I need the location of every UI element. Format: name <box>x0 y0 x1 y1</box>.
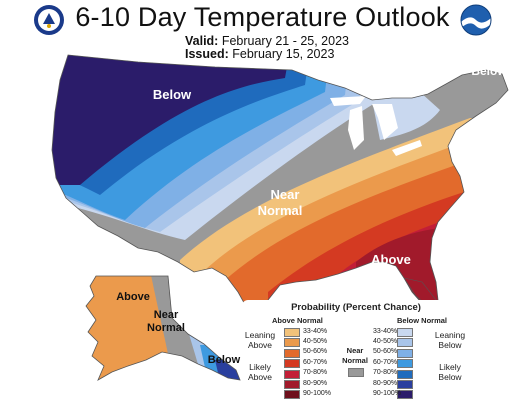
legend-swatch-below-1 <box>397 338 413 348</box>
page-title: 6-10 Day Temperature Outlook <box>75 2 450 32</box>
legend-range-below-5: 80-90% <box>373 379 398 387</box>
legend-title: Probability (Percent Chance) <box>291 302 421 313</box>
near-header-line2: Normal <box>342 356 368 365</box>
legend-swatch-above-2 <box>284 348 300 358</box>
issued-value: February 15, 2023 <box>232 47 335 61</box>
valid-value: February 21 - 25, 2023 <box>221 34 349 48</box>
legend-swatch-above-4 <box>284 369 300 379</box>
doc-seal-icon <box>34 5 64 35</box>
alaska-outline <box>85 275 241 381</box>
label-near-2: Normal <box>258 203 303 218</box>
leaning-above-line1: Leaning <box>244 330 276 340</box>
legend-swatch-below-3 <box>397 359 413 369</box>
issued-date: Issued: February 15, 2023 <box>185 47 334 61</box>
legend-swatch-below-5 <box>397 380 413 389</box>
legend-range-below-6: 90-100% <box>373 389 402 397</box>
ak-below-dark-region <box>215 360 240 380</box>
legend-range-above-4: 70-80% <box>303 369 328 377</box>
legend-range-above-2: 50-60% <box>303 348 328 356</box>
likely-above-line2: Above <box>247 372 273 382</box>
valid-label: Valid: <box>185 34 219 48</box>
likely-below-line2: Below <box>438 372 462 382</box>
label-below-west: Below <box>153 87 192 102</box>
legend-swatch-above-5 <box>284 380 300 389</box>
legend-swatch-above-3 <box>284 359 300 369</box>
issued-label: Issued: <box>185 47 229 61</box>
near-header-line1: Near <box>346 346 364 355</box>
legend-swatch-above-1 <box>284 338 300 348</box>
leaning-above-line2: Above <box>247 340 273 350</box>
label-above-se: Above <box>371 252 411 267</box>
legend-range-below-2: 50-60% <box>373 348 398 356</box>
legend-near-header: Near Normal <box>337 346 373 366</box>
below-90-100-region <box>52 55 290 185</box>
label-ak-near-2: Normal <box>147 322 185 334</box>
legend-swatch-below-6 <box>397 390 413 400</box>
legend-range-below-0: 33-40% <box>373 327 398 335</box>
legend-range-below-1: 40-50% <box>373 337 398 345</box>
legend-range-above-1: 40-50% <box>303 337 328 345</box>
legend-swatch-below-2 <box>397 348 413 358</box>
lake-michigan <box>348 106 364 150</box>
lake-huron <box>372 104 398 140</box>
legend-swatch-below-0 <box>397 328 413 337</box>
label-ak-below: Below <box>208 354 241 366</box>
legend-range-below-4: 70-80% <box>373 369 398 377</box>
legend-above-header: Above Normal <box>272 316 323 325</box>
legend-swatch-below-4 <box>397 369 413 379</box>
legend-leaning-below: Leaning Below <box>430 330 470 350</box>
legend-range-above-0: 33-40% <box>303 327 328 335</box>
valid-dates: Valid: February 21 - 25, 2023 <box>185 34 349 48</box>
label-near-1: Near <box>271 187 300 202</box>
legend-likely-below: Likely Below <box>430 362 470 382</box>
legend-range-above-6: 90-100% <box>303 389 332 397</box>
lake-superior <box>330 96 366 106</box>
legend-below-header: Below Normal <box>397 316 448 325</box>
legend-range-above-3: 60-70% <box>303 358 328 366</box>
likely-below-line1: Likely <box>439 362 461 372</box>
probability-legend: Probability (Percent Chance) Above Norma… <box>242 300 470 400</box>
likely-above-line1: Likely <box>249 362 271 372</box>
legend-range-above-5: 80-90% <box>303 379 328 387</box>
leaning-below-line1: Leaning <box>434 330 466 340</box>
legend-near-swatch <box>348 368 364 377</box>
lake-erie <box>392 140 422 156</box>
label-ak-above: Above <box>116 291 150 303</box>
legend-range-below-3: 60-70% <box>373 358 398 366</box>
label-ak-near-1: Near <box>154 309 179 321</box>
noaa-logo-icon <box>460 4 492 36</box>
legend-leaning-above: Leaning Above <box>240 330 280 350</box>
label-below-ne: Below <box>471 64 507 78</box>
legend-likely-above: Likely Above <box>240 362 280 382</box>
leaning-below-line2: Below <box>438 340 462 350</box>
legend-swatch-above-6 <box>284 390 300 400</box>
legend-swatch-above-0 <box>284 328 300 337</box>
